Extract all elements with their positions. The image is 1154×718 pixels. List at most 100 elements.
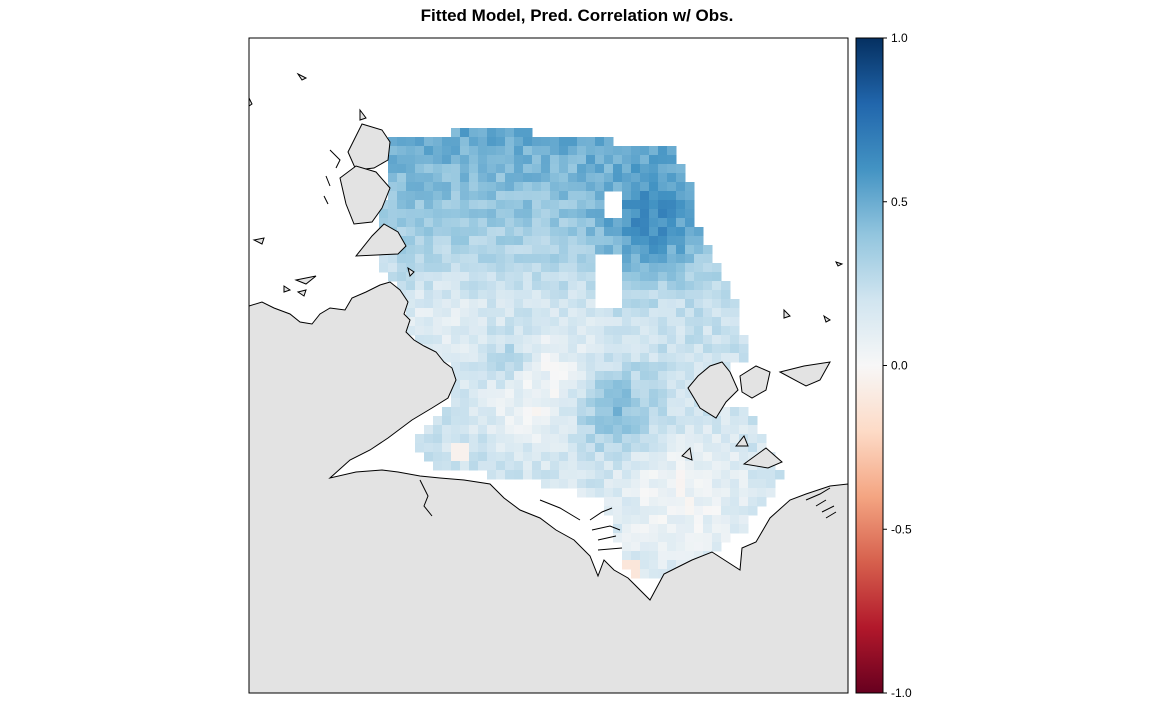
correlation-cell <box>586 146 596 156</box>
correlation-cell <box>415 326 425 336</box>
correlation-cell <box>721 344 731 354</box>
correlation-cell <box>739 488 749 498</box>
correlation-cell <box>595 173 605 183</box>
correlation-cell <box>748 452 758 462</box>
correlation-cell <box>676 560 686 570</box>
correlation-cell <box>433 263 443 273</box>
islet-polygon <box>296 289 307 297</box>
correlation-cell <box>541 353 551 363</box>
correlation-cell <box>460 173 470 183</box>
correlation-cell <box>505 272 515 282</box>
correlation-cell <box>397 155 407 165</box>
correlation-cell <box>505 371 515 381</box>
correlation-cell <box>550 209 560 219</box>
correlation-cell <box>478 398 488 408</box>
correlation-cell <box>523 344 533 354</box>
correlation-cell <box>667 371 677 381</box>
correlation-cell <box>595 479 605 489</box>
correlation-cell <box>586 200 596 210</box>
correlation-cell <box>442 344 452 354</box>
correlation-cell <box>541 209 551 219</box>
correlation-cell <box>406 182 416 192</box>
correlation-cell <box>703 317 713 327</box>
correlation-cell <box>541 137 551 147</box>
correlation-cell <box>487 389 497 399</box>
correlation-cell <box>550 173 560 183</box>
correlation-cell <box>388 254 398 264</box>
correlation-cell <box>658 560 668 570</box>
correlation-cell <box>478 155 488 165</box>
correlation-cell <box>505 227 515 237</box>
correlation-cell <box>658 182 668 192</box>
correlation-cell <box>613 218 623 228</box>
correlation-cell <box>514 470 524 480</box>
correlation-cell <box>559 398 569 408</box>
correlation-cell <box>685 326 695 336</box>
correlation-cell <box>541 218 551 228</box>
correlation-cell <box>568 470 578 480</box>
correlation-cell <box>541 362 551 372</box>
correlation-cell <box>658 479 668 489</box>
correlation-cell <box>460 416 470 426</box>
correlation-cell <box>496 227 506 237</box>
correlation-cell <box>523 227 533 237</box>
correlation-cell <box>478 164 488 174</box>
correlation-cell <box>424 326 434 336</box>
correlation-cell <box>469 353 479 363</box>
correlation-cell <box>595 362 605 372</box>
correlation-cell <box>469 254 479 264</box>
correlation-cell <box>721 416 731 426</box>
correlation-cell <box>667 227 677 237</box>
correlation-cell <box>640 200 650 210</box>
correlation-cell <box>550 434 560 444</box>
correlation-cell <box>577 191 587 201</box>
correlation-cell <box>703 506 713 516</box>
correlation-cell <box>586 236 596 246</box>
correlation-cell <box>640 326 650 336</box>
correlation-cell <box>694 515 704 525</box>
correlation-cell <box>514 398 524 408</box>
correlation-cell <box>649 335 659 345</box>
correlation-cell <box>730 488 740 498</box>
correlation-cell <box>730 326 740 336</box>
correlation-cell <box>487 146 497 156</box>
correlation-cell <box>568 245 578 255</box>
correlation-cell <box>460 452 470 462</box>
correlation-cell <box>541 146 551 156</box>
correlation-cell <box>478 308 488 318</box>
correlation-cell <box>694 551 704 561</box>
correlation-cell <box>541 254 551 264</box>
correlation-cell <box>667 524 677 534</box>
correlation-cell <box>406 254 416 264</box>
correlation-cell <box>658 488 668 498</box>
correlation-cell <box>442 281 452 291</box>
correlation-cell <box>685 479 695 489</box>
correlation-cell <box>577 335 587 345</box>
correlation-cell <box>586 317 596 327</box>
correlation-cell <box>532 389 542 399</box>
correlation-cell <box>478 407 488 417</box>
correlation-cell <box>586 353 596 363</box>
correlation-cell <box>676 515 686 525</box>
correlation-cell <box>649 533 659 543</box>
correlation-cell <box>415 245 425 255</box>
correlation-cell <box>532 245 542 255</box>
correlation-cell <box>460 326 470 336</box>
correlation-cell <box>523 443 533 453</box>
correlation-cell <box>496 344 506 354</box>
correlation-cell <box>568 290 578 300</box>
correlation-cell <box>487 335 497 345</box>
correlation-cell <box>496 245 506 255</box>
correlation-cell <box>496 164 506 174</box>
correlation-cell <box>649 254 659 264</box>
correlation-cell <box>622 416 632 426</box>
correlation-cell <box>676 551 686 561</box>
correlation-cell <box>667 407 677 417</box>
correlation-cell <box>721 281 731 291</box>
correlation-cell <box>694 416 704 426</box>
correlation-cell <box>478 191 488 201</box>
correlation-cell <box>415 200 425 210</box>
correlation-cell <box>667 416 677 426</box>
correlation-cell <box>658 290 668 300</box>
islet-polygon <box>783 308 791 319</box>
